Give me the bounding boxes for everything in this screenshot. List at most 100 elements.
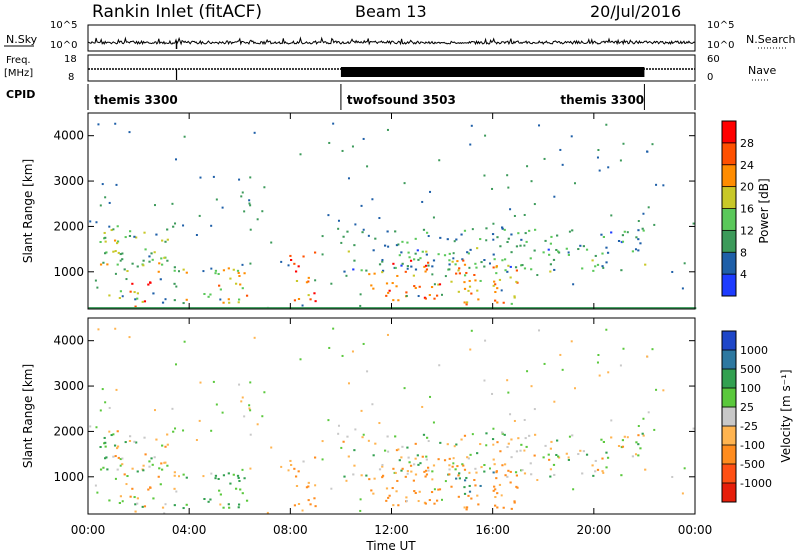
velocity-cell bbox=[503, 463, 507, 466]
y-tick-label: 1000 bbox=[53, 470, 84, 484]
velocity-cell bbox=[559, 353, 562, 356]
power-cell bbox=[219, 298, 222, 301]
velocity-cell bbox=[523, 472, 527, 475]
power-cell bbox=[394, 230, 397, 233]
cpid-label: CPID bbox=[6, 88, 35, 101]
velocity-cell bbox=[500, 494, 503, 497]
velocity-cell bbox=[222, 474, 226, 477]
velocity-cell bbox=[507, 391, 510, 394]
power-cell bbox=[437, 253, 440, 256]
colorbar-frame bbox=[721, 330, 737, 503]
power-cell bbox=[523, 244, 526, 247]
velocity-cell bbox=[400, 469, 403, 472]
colorbar-swatch bbox=[722, 426, 736, 446]
power-cell bbox=[444, 275, 447, 278]
power-cell bbox=[248, 199, 251, 202]
power-cell bbox=[241, 287, 244, 290]
power-cell bbox=[646, 150, 649, 153]
velocity-cell bbox=[598, 374, 601, 377]
power-cell bbox=[367, 234, 370, 237]
velocity-cell bbox=[172, 430, 175, 433]
power-cell bbox=[240, 195, 243, 198]
power-cell bbox=[431, 273, 434, 276]
power-cell bbox=[581, 267, 584, 270]
power-cell bbox=[307, 280, 310, 283]
power-cell bbox=[104, 236, 107, 239]
velocity-cell bbox=[637, 443, 640, 446]
power-cell bbox=[504, 269, 507, 272]
power-cell bbox=[596, 263, 600, 266]
power-cell bbox=[166, 259, 169, 262]
velocity-cell bbox=[495, 471, 498, 474]
velocity-cell bbox=[510, 507, 513, 510]
velocity-cell bbox=[395, 449, 399, 452]
velocity-cell bbox=[594, 459, 597, 462]
date-title: 20/Jul/2016 bbox=[590, 2, 681, 21]
velocity-cell bbox=[119, 458, 122, 461]
velocity-cell bbox=[160, 468, 164, 471]
velocity-cell bbox=[519, 449, 522, 452]
velocity-cell bbox=[416, 454, 419, 457]
velocity-cell bbox=[452, 462, 455, 465]
power-cell bbox=[405, 291, 408, 294]
power-cell bbox=[115, 242, 119, 245]
power-cell bbox=[477, 298, 480, 301]
velocity-colorbar-tick-label: -100 bbox=[740, 439, 765, 452]
velocity-cell bbox=[461, 463, 464, 466]
velocity-cell bbox=[462, 464, 465, 467]
x-tick-label: 08:00 bbox=[273, 523, 308, 537]
power-cell bbox=[521, 264, 524, 267]
velocity-cell bbox=[570, 340, 573, 343]
power-cell bbox=[406, 267, 409, 270]
velocity-colorbar: 1000 500 100 25 -25 -100 -500 -1000 bbox=[721, 330, 772, 503]
velocity-cell bbox=[621, 445, 625, 448]
power-cell bbox=[297, 297, 301, 300]
power-cell bbox=[493, 258, 496, 261]
power-cell bbox=[89, 220, 92, 223]
power-cell bbox=[510, 233, 513, 236]
velocity-cell bbox=[651, 348, 654, 351]
velocity-cell bbox=[182, 507, 185, 510]
power-cell bbox=[163, 256, 166, 259]
velocity-cell bbox=[238, 479, 241, 482]
velocity-y-ticks: 1000 2000 3000 4000 bbox=[53, 334, 695, 484]
power-cell bbox=[419, 257, 422, 260]
velocity-cell bbox=[414, 442, 417, 445]
power-cell bbox=[432, 259, 436, 262]
power-colorbar-tick-label: 20 bbox=[740, 181, 754, 194]
velocity-cell bbox=[387, 450, 390, 453]
power-cell bbox=[210, 224, 213, 227]
power-cell bbox=[97, 123, 100, 126]
cpid-segment-label: themis 3300 bbox=[560, 93, 644, 107]
velocity-cell bbox=[469, 453, 472, 456]
power-cell bbox=[465, 301, 469, 304]
power-cell bbox=[134, 298, 137, 301]
power-cell bbox=[249, 176, 252, 179]
power-cell bbox=[425, 253, 428, 256]
velocity-cell bbox=[453, 445, 456, 448]
power-cell bbox=[495, 272, 498, 275]
y-tick-label: 2000 bbox=[53, 219, 84, 233]
power-cell bbox=[471, 228, 474, 231]
velocity-cell bbox=[305, 486, 309, 489]
power-cell bbox=[653, 223, 656, 226]
velocity-cell bbox=[141, 505, 144, 508]
power-cell bbox=[144, 248, 147, 251]
velocity-cell bbox=[395, 490, 398, 493]
velocity-cell bbox=[236, 474, 240, 477]
power-cell bbox=[642, 212, 645, 215]
velocity-cell bbox=[479, 484, 482, 487]
power-cell bbox=[405, 294, 408, 297]
velocity-cell bbox=[610, 419, 613, 422]
noise-sky-label: N.Sky bbox=[6, 33, 38, 46]
velocity-cell bbox=[577, 453, 580, 456]
velocity-cell bbox=[151, 463, 154, 466]
power-cell bbox=[417, 295, 420, 298]
power-cell bbox=[160, 263, 164, 266]
velocity-cell bbox=[143, 436, 146, 439]
power-cell bbox=[164, 240, 167, 243]
velocity-cell bbox=[617, 444, 621, 447]
power-cell bbox=[112, 228, 115, 231]
power-cell bbox=[394, 266, 397, 269]
velocity-cell bbox=[115, 388, 118, 391]
